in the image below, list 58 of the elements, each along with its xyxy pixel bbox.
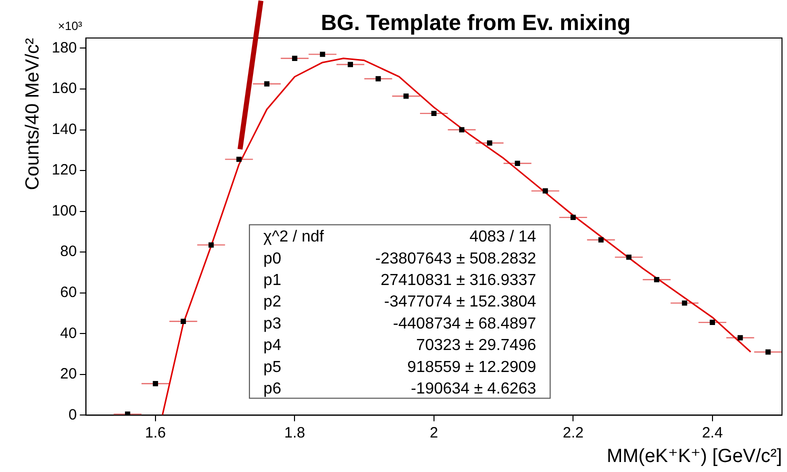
- annotation: 918559 ± 12.2909: [407, 358, 536, 376]
- point: [376, 76, 381, 82]
- annotation: -190634 ± 4.6263: [410, 380, 536, 398]
- y-tick-label: 40: [60, 324, 77, 342]
- y-tick-label: 140: [52, 120, 77, 138]
- x-tick-label: 1.8: [284, 424, 306, 442]
- y-tick-label: 180: [52, 39, 77, 56]
- x-tick-label: 2.2: [562, 424, 584, 442]
- y-tick-label: 80: [60, 243, 77, 260]
- annotation: p5: [263, 358, 282, 376]
- point: [236, 156, 242, 162]
- annotation: p4: [263, 337, 282, 354]
- annotation: p1: [263, 272, 282, 290]
- point: [514, 160, 520, 166]
- annotation: -23807643 ± 508.2832: [375, 250, 536, 268]
- point: [264, 81, 270, 86]
- point: [152, 380, 158, 386]
- annotation: p6: [263, 380, 282, 398]
- point: [320, 52, 326, 57]
- point: [208, 242, 214, 248]
- annotation: -4408734 ± 68.4897: [393, 315, 536, 332]
- y-tick-label: 120: [52, 162, 77, 179]
- annotation: χ^2 / ndf: [263, 228, 324, 246]
- point: [292, 56, 298, 62]
- x-tick-label: 1.6: [145, 424, 166, 442]
- point: [738, 335, 743, 340]
- x-tick-label: 2: [430, 424, 438, 442]
- point: [348, 62, 353, 68]
- annotation: -3477074 ± 152.3804: [384, 294, 536, 311]
- point: [710, 320, 716, 326]
- text: ×10³: [58, 19, 82, 33]
- point: [431, 110, 437, 116]
- point: [542, 188, 548, 194]
- point: [570, 214, 576, 220]
- point: [403, 93, 409, 99]
- point: [459, 127, 464, 132]
- y-axis-title: Counts/40 MeV/c²: [22, 38, 44, 190]
- annotation: p0: [263, 250, 282, 268]
- annotation: 70323 ± 29.7496: [416, 337, 536, 354]
- point: [180, 318, 186, 324]
- annotation: p3: [263, 315, 282, 332]
- y-tick-label: 60: [60, 284, 77, 302]
- point: [654, 276, 660, 282]
- point: [765, 349, 771, 355]
- y-tick-label: 20: [60, 366, 77, 383]
- y-tick-label: 0: [68, 406, 77, 424]
- y-tick-label: 100: [52, 202, 77, 220]
- point: [486, 140, 492, 146]
- annotation: p2: [263, 294, 282, 311]
- chart-title: BG. Template from Ev. mixing: [320, 10, 631, 35]
- annotation: 27410831 ± 316.9337: [380, 272, 536, 290]
- annotation: 4083 / 14: [469, 228, 536, 246]
- point: [682, 300, 688, 306]
- x-tick-label: 2.4: [702, 424, 723, 442]
- point: [626, 254, 632, 260]
- y-tick-label: 160: [52, 80, 77, 98]
- x-axis-title: MM(eK⁺K⁺) [GeV/c²]: [606, 446, 782, 467]
- point: [598, 237, 604, 242]
